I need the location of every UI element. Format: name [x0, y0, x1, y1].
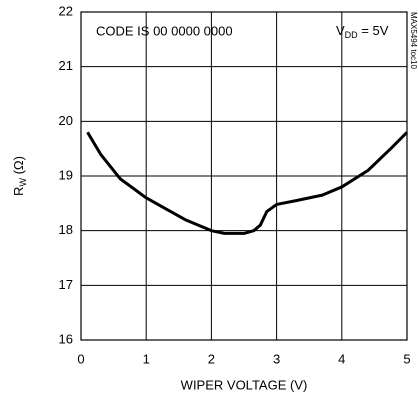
y-tick-label: 18	[59, 222, 73, 237]
y-tick-label: 20	[59, 113, 73, 128]
line-series	[86, 131, 409, 235]
x-tick-label: 3	[273, 351, 280, 366]
y-tick-label: 22	[59, 3, 73, 18]
y-tick-label: 17	[59, 277, 73, 292]
y-title-sub: W	[18, 178, 28, 187]
y-title-main: R	[11, 187, 26, 196]
y-title-rest: (Ω)	[11, 156, 26, 178]
figure-id: MAX5494 toc10	[409, 12, 418, 69]
plot-frame	[80, 11, 408, 341]
x-tick-label: 0	[77, 351, 84, 366]
supply-sub: DD	[345, 30, 358, 40]
code-annotation: CODE IS 00 0000 0000	[96, 23, 233, 38]
supply-rest: = 5V	[358, 23, 389, 38]
supply-annotation: VDD = 5V	[336, 23, 389, 40]
x-tick-label: 4	[338, 351, 345, 366]
x-tick-label: 1	[143, 351, 150, 366]
y-tick-label: 19	[59, 167, 73, 182]
y-tick-label: 16	[59, 331, 73, 346]
y-axis-title: RW (Ω)	[11, 156, 28, 196]
y-tick-label: 21	[59, 58, 73, 73]
x-tick-label: 5	[403, 351, 410, 366]
x-tick-label: 2	[208, 351, 215, 366]
supply-main: V	[336, 23, 345, 38]
x-axis-title: WIPER VOLTAGE (V)	[181, 377, 308, 392]
